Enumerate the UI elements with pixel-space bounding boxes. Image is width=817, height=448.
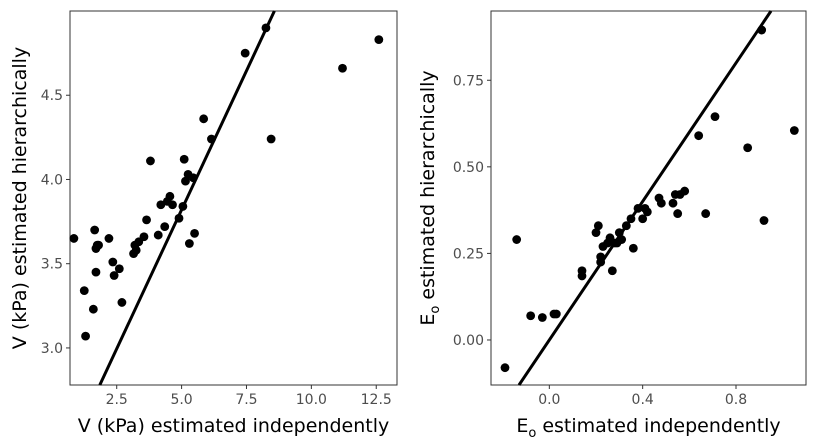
right-x-tick-label: 0.4: [632, 392, 654, 408]
right-data-point: [628, 243, 638, 253]
left-data-point: [160, 222, 170, 232]
right-x-title-sub: o: [528, 426, 536, 441]
left-data-point: [117, 298, 127, 307]
right-data-point: [607, 266, 617, 276]
left-data-point: [109, 271, 119, 280]
right-data-point: [500, 363, 510, 373]
right-y-title-main: E: [417, 314, 439, 326]
right-data-point: [656, 198, 666, 208]
left-data-point: [153, 230, 163, 240]
left-data-point: [181, 176, 190, 186]
left-data-point: [69, 234, 79, 243]
left-y-tick-label: 3.5: [41, 257, 63, 273]
left-data-point: [108, 257, 118, 267]
left-x-tick-label: 2.5: [106, 392, 128, 408]
right-x-tick-label: 0.8: [725, 392, 747, 408]
left-data-point: [114, 264, 124, 274]
right-data-point: [526, 311, 536, 321]
right-data-point: [789, 126, 799, 135]
right-panel: 0.0 0.4 0.8 0.00 0.25 0.50 0.75 Eo estimated i…: [417, 10, 807, 441]
right-y-tick-label: 0.25: [453, 246, 484, 262]
right-data-point: [512, 235, 522, 244]
left-data-point: [374, 35, 384, 45]
left-reference-line: [98, 10, 276, 386]
right-x-tick-label: 0.0: [538, 392, 560, 408]
right-data-point: [759, 216, 769, 225]
left-x-tick-label: 12.5: [361, 392, 392, 408]
right-y-title-rest: estimated hierarchically: [417, 70, 439, 305]
right-x-title-rest: estimated independently: [536, 415, 780, 437]
left-x-tick-label: 7.5: [235, 392, 257, 408]
right-data-point: [551, 309, 561, 319]
right-data-point: [668, 198, 678, 208]
left-data-point: [184, 239, 194, 248]
left-plot-area: [69, 10, 398, 386]
left-data-point: [142, 215, 151, 225]
right-data-point: [743, 143, 753, 153]
right-data-point: [680, 186, 690, 196]
left-data-point: [88, 304, 98, 314]
left-data-point: [179, 154, 189, 164]
left-x-axis-title: V (kPa) estimated independently: [78, 415, 390, 437]
right-plot-area: [490, 10, 807, 386]
left-data-point: [81, 331, 90, 341]
left-x-tick-label: 5.0: [170, 392, 192, 408]
left-data-point: [199, 114, 209, 124]
left-data-point: [190, 228, 199, 238]
left-data-point: [90, 225, 100, 235]
right-data-point: [591, 228, 601, 238]
left-data-point: [266, 134, 276, 144]
left-data-point: [338, 63, 347, 73]
left-data-point: [146, 156, 155, 166]
right-reference-line: [517, 10, 773, 386]
left-data-point: [91, 267, 101, 277]
left-data-point: [79, 286, 89, 296]
right-data-point: [537, 313, 547, 322]
right-data-point: [577, 271, 587, 281]
right-x-title-main: E: [516, 415, 528, 437]
right-data-point: [593, 221, 603, 231]
left-data-point: [104, 234, 114, 243]
left-y-tick-label: 3.0: [41, 341, 63, 357]
right-data-point: [710, 112, 720, 122]
left-data-point: [131, 245, 141, 255]
right-y-title-sub: o: [428, 306, 443, 314]
left-y-tick-label: 4.0: [41, 172, 63, 188]
right-data-point: [638, 214, 648, 224]
right-y-tick-label: 0.75: [453, 73, 484, 89]
left-y-tick-label: 4.5: [41, 88, 63, 104]
right-data-point: [673, 209, 683, 218]
right-data-point: [701, 209, 711, 218]
right-y-tick-label: 0.00: [453, 333, 484, 349]
right-y-tick-label: 0.50: [453, 160, 484, 176]
left-panel: 2.5 5.0 7.5 10.0 12.5 3.0 3.5 4.0 4.5 V (kPa) es…: [9, 10, 398, 437]
right-data-point: [642, 207, 652, 217]
left-y-axis-title: V (kPa) estimated hierarchically: [9, 47, 31, 349]
left-data-point: [156, 200, 166, 210]
left-data-point: [168, 200, 177, 210]
right-data-point: [694, 131, 704, 141]
left-data-point: [165, 191, 175, 201]
left-data-point: [240, 48, 250, 58]
left-data-point: [139, 232, 149, 242]
left-x-tick-label: 10.0: [296, 392, 327, 408]
left-data-point: [94, 240, 103, 250]
right-x-axis-title: Eo estimated independently: [516, 415, 780, 441]
right-y-axis-title: Eo estimated hierarchically: [417, 70, 443, 325]
